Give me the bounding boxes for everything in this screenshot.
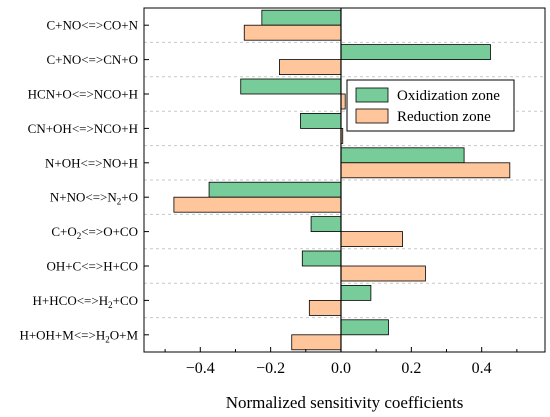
legend: Oxidization zone Reduction zone xyxy=(346,79,515,132)
y-axis-category-labels: C+NO<=>CO+N C+NO<=>CN+O HCN+O<=>NCO+H CN+OH… xyxy=(19,18,149,344)
bar-oxidization-1 xyxy=(340,44,491,60)
category-label: C+O2<=>O+CO xyxy=(51,224,138,241)
x-tick-label: 0.2 xyxy=(401,360,421,377)
bar-reduction-6 xyxy=(340,231,403,248)
plot-frame xyxy=(143,7,546,353)
bar-oxidization-5 xyxy=(208,181,342,198)
category-label: H+OH+M<=>H2O+M xyxy=(19,327,138,344)
legend-swatch xyxy=(355,108,389,124)
category-label: N+NO<=>N2+O xyxy=(50,190,138,207)
bar-reduction-2 xyxy=(340,93,346,110)
x-tick-label: 0.0 xyxy=(331,360,351,377)
legend-swatch xyxy=(355,87,389,103)
category-label: HCN+O<=>NCO+H xyxy=(28,87,138,102)
bar-oxidization-9 xyxy=(340,319,389,336)
legend-label: Oxidization zone xyxy=(397,88,500,104)
category-label: C+NO<=>CN+O xyxy=(46,52,138,67)
bar-reduction-0 xyxy=(243,24,342,41)
category-label: CN+OH<=>NCO+H xyxy=(28,121,138,136)
legend-label: Reduction zone xyxy=(397,109,491,125)
x-tick-label: 0.4 xyxy=(472,360,492,377)
category-label: C+NO<=>CO+N xyxy=(46,18,138,33)
bar-oxidization-4 xyxy=(340,147,465,164)
bar-reduction-5 xyxy=(173,196,342,213)
category-label: N+OH<=>NO+H xyxy=(45,155,138,170)
x-axis-title: Normalized sensitivity coefficients xyxy=(226,393,464,412)
category-label: OH+C<=>H+CO xyxy=(46,259,138,274)
bar-oxidization-0 xyxy=(261,9,342,26)
bar-reduction-7 xyxy=(340,265,426,282)
x-axis-ticks: −0.4 −0.2 0.0 0.2 0.4 xyxy=(164,347,518,377)
x-tick-label: −0.2 xyxy=(256,360,285,377)
bar-reduction-1 xyxy=(279,59,342,75)
x-tick-label: −0.4 xyxy=(186,360,215,377)
bar-reduction-8 xyxy=(308,299,342,316)
bar-oxidization-6 xyxy=(310,216,342,233)
bar-reduction-9 xyxy=(291,334,342,351)
bars xyxy=(173,9,511,351)
bar-oxidization-3 xyxy=(300,113,342,129)
bar-oxidization-8 xyxy=(340,284,372,301)
bar-reduction-4 xyxy=(340,162,511,179)
grid-lines xyxy=(144,41,545,319)
category-label: H+HCO<=>H2+CO xyxy=(33,293,138,310)
bar-oxidization-7 xyxy=(301,250,342,267)
bar-oxidization-2 xyxy=(240,78,342,95)
